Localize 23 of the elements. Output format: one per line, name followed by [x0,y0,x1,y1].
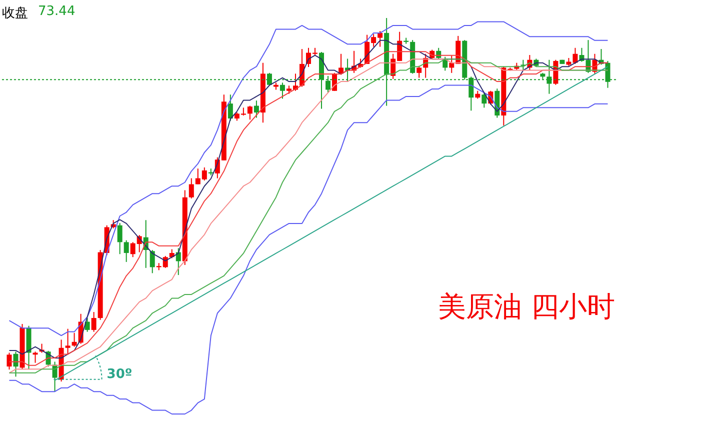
candlestick [520,59,526,70]
candlestick [150,249,155,274]
candlestick [482,92,487,108]
candlestick [84,317,90,332]
candlestick [72,332,77,348]
candlestick [32,351,38,364]
candlestick [117,222,122,255]
candlestick [6,352,12,370]
candlestick [416,65,422,78]
candlestick [247,105,252,120]
candlestick [124,240,129,262]
candlestick [13,351,18,378]
candlestick [188,178,194,199]
annotation: 美原油 四小时 [438,289,615,325]
annotation: 73.44 [38,4,76,19]
candlestick [176,248,181,276]
candlestick [254,100,259,118]
candlestick [280,82,285,100]
candlestick [65,328,70,356]
candlestick [91,312,96,332]
candlestick [228,94,233,122]
annotation: 30º [106,367,132,382]
annotation: 收盘 [2,5,28,22]
